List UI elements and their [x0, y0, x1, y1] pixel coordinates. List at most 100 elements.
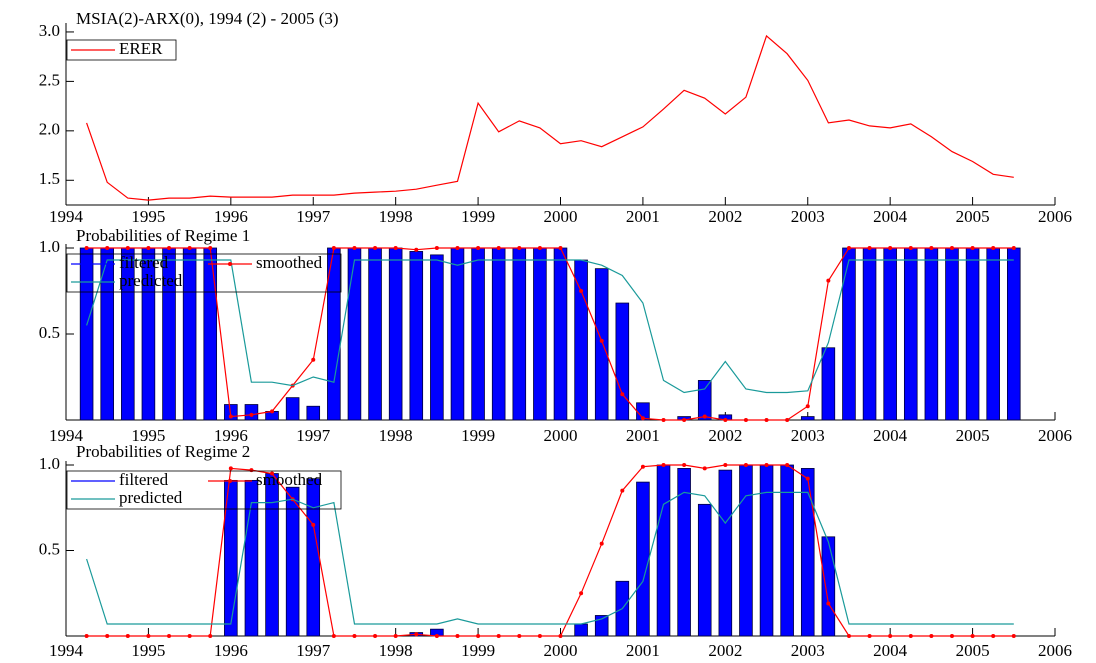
bar [883, 247, 897, 421]
bar [945, 247, 959, 421]
point [640, 416, 645, 421]
point [414, 632, 419, 637]
point [208, 246, 213, 250]
bar [533, 247, 547, 421]
bar [512, 247, 527, 421]
legend-box [66, 39, 177, 61]
bar [615, 302, 630, 421]
y-tick-label: 1.0 [39, 454, 60, 473]
point [661, 463, 666, 467]
point [908, 634, 913, 638]
bar [430, 254, 444, 421]
point [125, 246, 130, 250]
point [682, 418, 687, 422]
point [640, 464, 645, 469]
point [105, 246, 110, 250]
point [517, 634, 522, 638]
bar [965, 247, 980, 421]
series-line [86, 464, 1014, 637]
point [187, 634, 192, 638]
x-tick-label: 2004 [873, 207, 908, 226]
point [125, 634, 130, 638]
x-tick-label: 2002 [708, 426, 742, 445]
point [661, 418, 666, 422]
x-tick-label: 2001 [626, 426, 660, 445]
x-tick-label: 1999 [461, 207, 495, 226]
bar [79, 247, 94, 421]
bar [697, 503, 712, 637]
x-tick-label: 2003 [791, 426, 825, 445]
x-tick-label: 2006 [1038, 426, 1072, 445]
point [846, 634, 851, 638]
y-tick-label: 3.0 [39, 21, 60, 40]
bar [594, 268, 609, 421]
x-tick-label: 2002 [708, 207, 742, 226]
bar [553, 247, 568, 421]
point [270, 471, 275, 476]
point [949, 246, 954, 250]
point [393, 246, 398, 250]
x-tick-label: 1994 [49, 426, 84, 445]
x-tick-label: 1995 [131, 207, 165, 226]
chart-title: Probabilities of Regime 2 [76, 442, 250, 461]
chart-title: MSIA(2)-ARX(0), 1994 (2) - 2005 (3) [76, 9, 339, 28]
point [331, 246, 336, 250]
bar [821, 347, 836, 421]
point [373, 634, 378, 638]
x-tick-label: 2005 [956, 641, 990, 660]
point [517, 246, 522, 250]
point [867, 246, 872, 250]
point [146, 634, 151, 638]
x-tick-label: 1999 [461, 426, 495, 445]
x-tick-label: 1998 [379, 207, 413, 226]
point [805, 476, 810, 481]
x-tick-label: 2002 [708, 641, 742, 660]
point [826, 278, 831, 283]
point [599, 541, 604, 546]
chart-title: Probabilities of Regime 1 [76, 226, 250, 245]
x-tick-label: 2006 [1038, 641, 1072, 660]
bar [697, 380, 712, 421]
point [599, 338, 604, 343]
x-tick-label: 1998 [379, 426, 413, 445]
point [496, 246, 501, 250]
x-tick-label: 2001 [626, 207, 660, 226]
point [249, 412, 254, 417]
point [187, 246, 192, 250]
bar [388, 247, 403, 421]
bar [368, 247, 382, 421]
point [846, 246, 851, 250]
point [496, 634, 501, 638]
bar [842, 247, 856, 421]
x-tick-label: 2005 [956, 426, 990, 445]
point [373, 246, 378, 250]
bar [574, 623, 588, 637]
x-tick-label: 2004 [873, 641, 908, 660]
point [311, 357, 316, 362]
series-line [86, 247, 1014, 421]
point [764, 418, 769, 422]
bar [677, 468, 691, 637]
x-tick-label: 1998 [379, 641, 413, 660]
point [537, 246, 542, 250]
x-tick-label: 2006 [1038, 207, 1072, 226]
point [764, 463, 769, 467]
x-tick-label: 1999 [461, 641, 495, 660]
point [723, 418, 728, 422]
bar [656, 464, 671, 637]
point [270, 409, 275, 414]
point [1011, 634, 1016, 638]
bar [306, 405, 321, 421]
legend-label: smoothed [256, 470, 323, 489]
point [414, 247, 419, 252]
bar [306, 478, 321, 637]
point [929, 634, 934, 638]
x-tick-label: 1997 [296, 426, 331, 445]
bar [903, 247, 918, 421]
bar [182, 247, 197, 421]
point [352, 634, 357, 638]
series-line [86, 34, 1014, 201]
bar [203, 247, 218, 421]
y-tick-label: 1.5 [39, 169, 60, 188]
point [743, 418, 748, 422]
